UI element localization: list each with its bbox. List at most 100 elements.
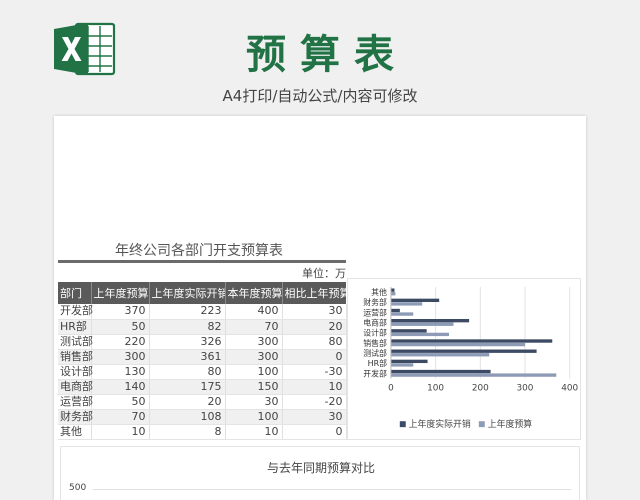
page-title: 预算表 — [246, 32, 408, 78]
value-cell[interactable]: 100 — [225, 364, 283, 380]
value-cell[interactable]: 10 — [91, 424, 150, 440]
value-cell[interactable]: 30 — [282, 304, 347, 320]
department-cell[interactable]: 销售部 — [58, 349, 93, 365]
bar-actual[interactable] — [390, 359, 428, 364]
value-cell[interactable]: 300 — [225, 334, 283, 350]
value-cell[interactable]: 80 — [282, 334, 347, 350]
department-cell[interactable]: 电商部 — [58, 379, 93, 395]
value-cell[interactable]: 82 — [149, 319, 226, 335]
column-header[interactable]: 部门 — [58, 282, 92, 304]
value-cell[interactable]: 0 — [282, 349, 347, 365]
bar-budget[interactable] — [390, 302, 423, 306]
value-cell[interactable]: 223 — [149, 304, 226, 320]
value-cell[interactable]: 70 — [225, 319, 283, 335]
department-cell[interactable]: HR部 — [58, 319, 92, 335]
table-row: 运营部 50 20 30 -20 — [58, 394, 347, 410]
bar-budget[interactable] — [390, 292, 396, 296]
value-cell[interactable]: 20 — [282, 319, 347, 335]
value-cell[interactable]: 20 — [149, 394, 226, 410]
page-subtitle: A4打印/自动公式/内容可修改 — [222, 87, 418, 105]
value-cell[interactable]: 10 — [225, 424, 283, 440]
department-cell[interactable]: 开发部 — [58, 304, 93, 320]
bar-actual[interactable] — [390, 288, 395, 292]
bar-actual[interactable] — [390, 339, 553, 343]
bar-budget[interactable] — [390, 332, 450, 337]
category-label: 设计部 — [363, 328, 387, 338]
table-header-row: 部门 上年度预算 上年度实际开销 本年度预算 相比上年预算 — [58, 282, 346, 304]
value-cell[interactable]: 326 — [149, 334, 226, 350]
value-cell[interactable]: 150 — [225, 379, 283, 395]
value-cell[interactable]: 361 — [149, 349, 226, 365]
value-cell[interactable]: 70 — [91, 409, 150, 425]
bar-budget[interactable] — [390, 353, 490, 357]
value-cell[interactable]: 50 — [91, 319, 150, 335]
department-cell[interactable]: 设计部 — [58, 364, 93, 380]
value-cell[interactable]: -30 — [282, 364, 347, 380]
table-row: 测试部 220 326 300 80 — [58, 334, 347, 350]
value-cell[interactable]: 30 — [282, 409, 347, 425]
value-cell[interactable]: 130 — [91, 364, 150, 380]
legend-label: 上年度实际开销 — [409, 418, 471, 430]
department-bar-chart: 0 100 200 300 400 开发部HR部测试部销售部设计部电商部运营部财务部其他上… — [347, 278, 581, 440]
unit-label: 单位：万 — [302, 267, 346, 280]
department-cell[interactable]: 其他 — [58, 424, 92, 440]
category-label: 开发部 — [363, 368, 387, 378]
value-cell[interactable]: 80 — [149, 364, 226, 380]
category-label: 财务部 — [363, 297, 387, 307]
column-header[interactable]: 相比上年预算 — [282, 282, 346, 304]
x-tick-label: 100 — [427, 383, 444, 393]
department-cell[interactable]: 财务部 — [58, 409, 93, 425]
excel-logo-icon — [54, 22, 116, 76]
department-cell[interactable]: 运营部 — [58, 394, 93, 410]
bar-budget[interactable] — [390, 312, 414, 316]
value-cell[interactable]: 10 — [282, 379, 347, 395]
table-row: 电商部 140 175 150 10 — [58, 379, 347, 395]
bar-actual[interactable] — [390, 298, 440, 303]
value-cell[interactable]: 30 — [225, 394, 283, 410]
bar-actual[interactable] — [390, 349, 537, 353]
department-cell[interactable]: 测试部 — [58, 334, 93, 350]
bar-actual[interactable] — [390, 329, 427, 333]
value-cell[interactable]: 300 — [91, 349, 150, 365]
category-label: 其他 — [371, 287, 387, 297]
category-label: 销售部 — [363, 338, 387, 348]
value-cell[interactable]: 108 — [149, 409, 226, 425]
bar-actual[interactable] — [390, 308, 400, 313]
value-cell[interactable]: 8 — [149, 424, 226, 440]
column-header[interactable]: 上年度实际开销 — [149, 282, 226, 304]
column-header[interactable]: 本年度预算 — [225, 282, 283, 304]
table-row: HR部 50 82 70 20 — [58, 319, 347, 335]
table-row: 销售部 300 361 300 0 — [58, 349, 347, 365]
value-cell[interactable]: 175 — [149, 379, 226, 395]
value-cell[interactable]: 100 — [225, 409, 283, 425]
table-row: 开发部 370 223 400 30 — [58, 304, 347, 320]
bar-budget[interactable] — [390, 363, 414, 367]
bar-actual[interactable] — [390, 319, 470, 323]
bar-budget[interactable] — [390, 322, 454, 326]
value-cell[interactable]: 140 — [91, 379, 150, 395]
value-cell[interactable]: 50 — [91, 394, 150, 410]
value-cell[interactable]: -20 — [282, 394, 347, 410]
bar-budget[interactable] — [390, 342, 525, 347]
spreadsheet-page: 年终公司各部门开支预算表 单位：万 部门 上年度预算 上年度实际开销 本年度预算… — [54, 116, 586, 500]
chart-title: 与去年同期预算对比 — [266, 461, 375, 475]
category-label: 测试部 — [363, 348, 387, 358]
comparison-chart-panel: 与去年同期预算对比 500 — [60, 446, 580, 500]
value-cell[interactable]: 0 — [282, 424, 347, 440]
column-header[interactable]: 上年度预算 — [91, 282, 150, 304]
value-cell[interactable]: 220 — [91, 334, 150, 350]
value-cell[interactable]: 370 — [91, 304, 150, 320]
legend-swatch — [399, 421, 406, 428]
table-title: 年终公司各部门开支预算表 — [115, 243, 283, 259]
legend-swatch — [478, 421, 485, 428]
x-tick-label: 0 — [388, 383, 394, 393]
bar-actual[interactable] — [390, 369, 491, 374]
value-cell[interactable]: 300 — [225, 349, 283, 365]
y-tick-label: 500 — [69, 483, 87, 493]
value-cell[interactable]: 400 — [225, 304, 283, 320]
table-row: 财务部 70 108 100 30 — [58, 409, 347, 425]
x-tick-label: 300 — [517, 383, 534, 393]
budget-table: 部门 上年度预算 上年度实际开销 本年度预算 相比上年预算 开发部 370 223 4… — [58, 282, 347, 440]
table-row: 设计部 130 80 100 -30 — [58, 364, 347, 380]
bar-budget[interactable] — [390, 373, 557, 377]
